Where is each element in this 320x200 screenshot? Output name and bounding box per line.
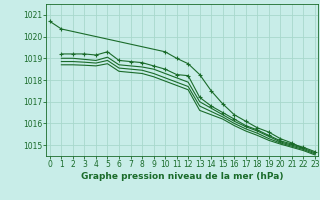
X-axis label: Graphe pression niveau de la mer (hPa): Graphe pression niveau de la mer (hPa) [81,172,284,181]
